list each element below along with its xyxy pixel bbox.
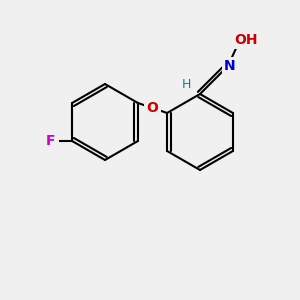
Text: H: H — [181, 77, 191, 91]
Text: F: F — [45, 134, 55, 148]
Text: N: N — [224, 59, 236, 73]
Text: OH: OH — [234, 33, 258, 47]
Text: O: O — [147, 101, 158, 115]
